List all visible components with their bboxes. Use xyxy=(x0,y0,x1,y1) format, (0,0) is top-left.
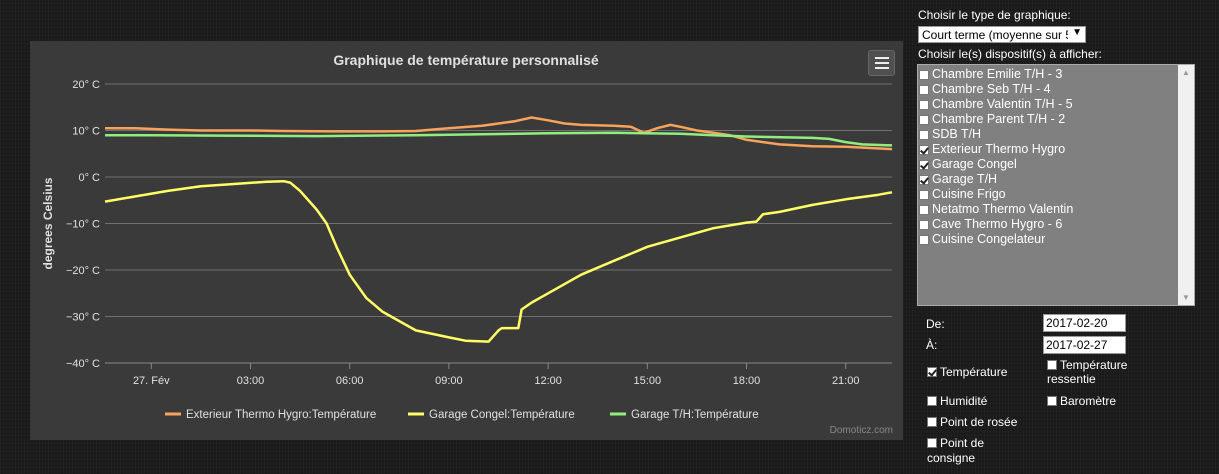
chart-panel: Graphique de température personnalisé 20°… xyxy=(30,41,903,440)
temperature-option-label: Température xyxy=(940,365,1008,379)
device-item[interactable]: SDB T/H xyxy=(919,127,1073,142)
dropdown-arrow-icon: ▼ xyxy=(1072,27,1082,38)
legend-item[interactable]: Exterieur Thermo Hygro:Température xyxy=(186,409,376,421)
device-checkbox[interactable] xyxy=(919,84,929,95)
device-item[interactable]: Cave Thermo Hygro - 6 xyxy=(919,217,1073,232)
setpoint-checkbox[interactable] xyxy=(927,438,937,448)
option-humidity[interactable]: Humidité xyxy=(927,394,987,408)
device-item[interactable]: Garage Congel xyxy=(919,157,1073,172)
device-checkbox[interactable] xyxy=(919,174,929,185)
device-item[interactable]: Netatmo Thermo Valentin xyxy=(919,202,1073,217)
device-label: Exterieur Thermo Hygro xyxy=(932,142,1066,156)
series-line-3[interactable] xyxy=(105,131,893,147)
device-checkbox[interactable] xyxy=(919,129,929,140)
option-felt-temperature[interactable]: Température ressentie xyxy=(1047,358,1127,386)
x-tick-label: 27. Fév xyxy=(133,375,170,387)
x-tick-label: 15:00 xyxy=(634,375,662,387)
device-item[interactable]: Garage T/H xyxy=(919,172,1073,187)
scroll-down-icon[interactable]: ▼ xyxy=(1182,293,1190,302)
legend-item[interactable]: Garage Congel:Température xyxy=(429,409,575,421)
x-tick-label: 18:00 xyxy=(733,375,761,387)
y-tick-label: 0° C xyxy=(78,172,100,184)
device-label: Chambre Valentin T/H - 5 xyxy=(932,97,1073,111)
temperature-checkbox[interactable] xyxy=(927,367,937,377)
device-checkbox[interactable] xyxy=(919,189,929,200)
y-tick-label: −10° C xyxy=(66,219,100,231)
device-list-scrollbar[interactable]: ▲ ▼ xyxy=(1178,65,1194,305)
device-checkbox[interactable] xyxy=(919,144,929,155)
device-checkbox[interactable] xyxy=(919,204,929,215)
option-temperature[interactable]: Température xyxy=(927,365,1007,379)
x-tick-label: 12:00 xyxy=(534,375,562,387)
device-checkbox[interactable] xyxy=(919,234,929,245)
barometer-option-label: Baromètre xyxy=(1060,394,1117,408)
chart-type-value: Court terme (moyenne sur 5 min) xyxy=(922,28,1068,42)
x-tick-label: 21:00 xyxy=(832,375,860,387)
setpoint-label-line1: Point de xyxy=(940,436,985,450)
legend-item[interactable]: Garage T/H:Température xyxy=(631,409,759,421)
device-label: Chambre Emilie T/H - 3 xyxy=(932,67,1063,81)
to-date-input[interactable]: 2017-02-27 xyxy=(1043,336,1126,354)
to-label: À: xyxy=(926,338,938,352)
option-barometer[interactable]: Baromètre xyxy=(1047,394,1116,408)
y-tick-label: 20° C xyxy=(72,79,100,91)
option-setpoint[interactable]: Point de consigne xyxy=(927,436,984,466)
chart-title: Graphique de température personnalisé xyxy=(333,52,599,68)
felt-temperature-label-line2: ressentie xyxy=(1047,372,1096,386)
device-item[interactable]: Chambre Parent T/H - 2 xyxy=(919,112,1073,127)
device-label: Cave Thermo Hygro - 6 xyxy=(932,217,1063,231)
x-tick-label: 06:00 xyxy=(336,375,364,387)
humidity-checkbox[interactable] xyxy=(927,396,937,406)
option-dew-point[interactable]: Point de rosée xyxy=(927,415,1017,429)
device-checkbox[interactable] xyxy=(919,159,929,170)
scroll-up-icon[interactable]: ▲ xyxy=(1182,68,1190,77)
device-checkbox[interactable] xyxy=(919,114,929,125)
chart-credits[interactable]: Domoticz.com xyxy=(829,425,893,436)
chart-menu-button[interactable] xyxy=(868,50,895,76)
device-item[interactable]: Exterieur Thermo Hygro xyxy=(919,142,1073,157)
device-item[interactable]: Chambre Emilie T/H - 3 xyxy=(919,67,1073,82)
dew-point-option-label: Point de rosée xyxy=(940,415,1018,429)
y-tick-label: 10° C xyxy=(72,126,100,138)
x-tick-label: 03:00 xyxy=(237,375,265,387)
chart-type-label: Choisir le type de graphique: xyxy=(918,8,1071,22)
device-label: Netatmo Thermo Valentin xyxy=(932,202,1074,216)
y-tick-label: −40° C xyxy=(66,358,100,370)
device-label: Garage Congel xyxy=(932,157,1017,171)
device-label: SDB T/H xyxy=(932,127,982,141)
setpoint-label-line2: consigne xyxy=(927,451,976,465)
barometer-checkbox[interactable] xyxy=(1047,396,1057,406)
y-tick-label: −20° C xyxy=(66,265,100,277)
felt-temperature-checkbox[interactable] xyxy=(1047,360,1057,370)
device-list[interactable]: Chambre Emilie T/H - 3 Chambre Seb T/H - … xyxy=(917,64,1195,306)
devices-label: Choisir le(s) dispositif(s) à afficher: xyxy=(918,47,1102,61)
device-label: Cuisine Frigo xyxy=(932,187,1006,201)
from-label: De: xyxy=(926,317,945,331)
device-checkbox[interactable] xyxy=(919,99,929,110)
chart-type-select[interactable]: Court terme (moyenne sur 5 min) ▼ xyxy=(918,26,1086,43)
device-checkbox[interactable] xyxy=(919,69,929,80)
y-axis-label: degrees Celsius xyxy=(41,177,55,269)
x-tick-label: 09:00 xyxy=(435,375,463,387)
humidity-option-label: Humidité xyxy=(940,394,988,408)
y-tick-label: −30° C xyxy=(66,312,100,324)
device-item[interactable]: Chambre Valentin T/H - 5 xyxy=(919,97,1073,112)
device-items: Chambre Emilie T/H - 3 Chambre Seb T/H - … xyxy=(919,67,1073,247)
device-label: Garage T/H xyxy=(932,172,998,186)
from-date-input[interactable]: 2017-02-20 xyxy=(1043,314,1126,332)
series-line-2[interactable] xyxy=(104,179,893,343)
device-label: Chambre Seb T/H - 4 xyxy=(932,82,1051,96)
device-item[interactable]: Chambre Seb T/H - 4 xyxy=(919,82,1073,97)
felt-temperature-label-line1: Température xyxy=(1060,358,1128,372)
device-checkbox[interactable] xyxy=(919,219,929,230)
device-item[interactable]: Cuisine Congelateur xyxy=(919,232,1073,247)
device-item[interactable]: Cuisine Frigo xyxy=(919,187,1073,202)
device-label: Cuisine Congelateur xyxy=(932,232,1046,246)
temperature-chart: Graphique de température personnalisé 20°… xyxy=(41,52,893,421)
hamburger-icon xyxy=(874,57,889,59)
device-label: Chambre Parent T/H - 2 xyxy=(932,112,1066,126)
dew-point-checkbox[interactable] xyxy=(927,417,937,427)
